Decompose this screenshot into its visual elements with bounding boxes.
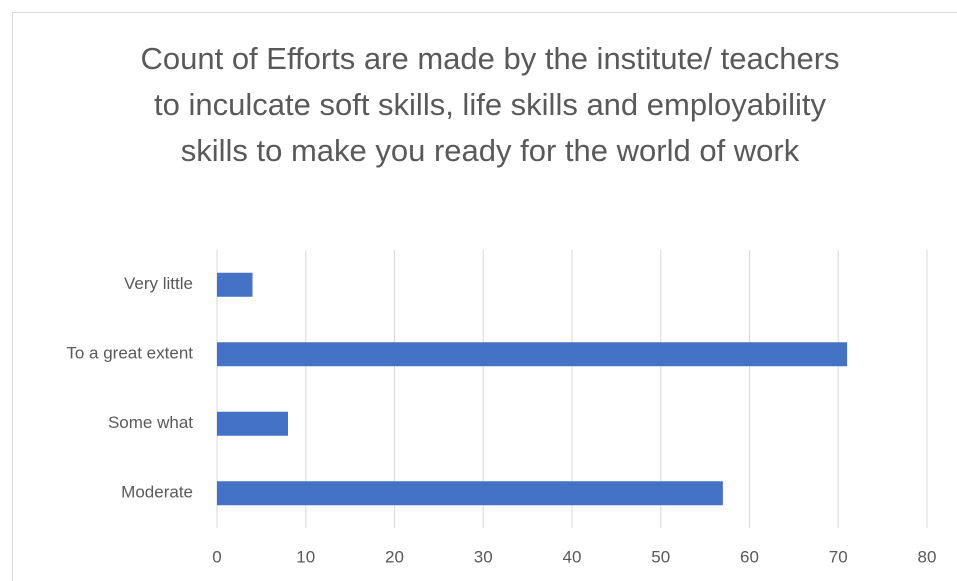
y-tick-label: Some what: [108, 413, 193, 432]
y-tick-label: To a great extent: [66, 344, 193, 363]
bar: [217, 411, 288, 436]
x-tick-label: 0: [212, 547, 221, 566]
chart-title: Count of Efforts are made by the institu…: [140, 41, 840, 168]
y-tick-label: Very little: [124, 274, 193, 293]
bar: [217, 481, 723, 506]
bar: [217, 342, 848, 367]
chart-border: [12, 12, 957, 581]
x-tick-label: 30: [474, 547, 493, 566]
y-tick-label: Moderate: [121, 483, 193, 502]
x-tick-label: 10: [296, 547, 315, 566]
bar: [217, 272, 253, 297]
x-tick-label: 70: [829, 547, 848, 566]
x-tick-label: 40: [563, 547, 582, 566]
x-tick-label: 80: [918, 547, 937, 566]
x-tick-label: 50: [651, 547, 670, 566]
x-tick-label: 60: [740, 547, 759, 566]
x-tick-label: 20: [385, 547, 404, 566]
